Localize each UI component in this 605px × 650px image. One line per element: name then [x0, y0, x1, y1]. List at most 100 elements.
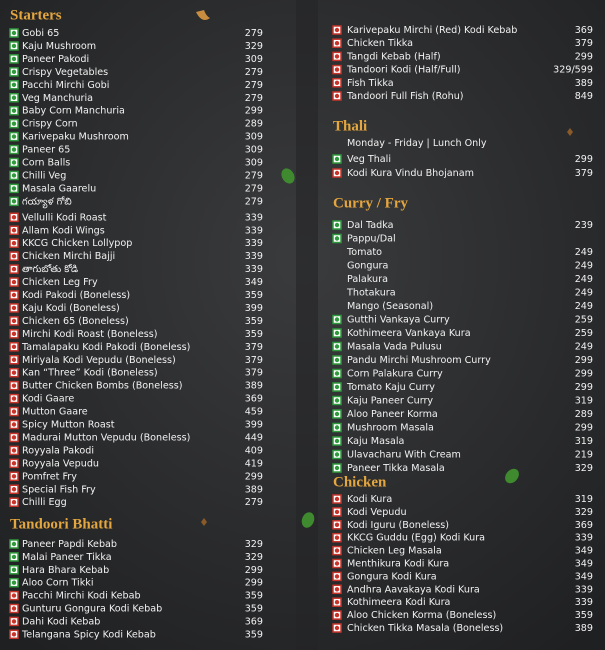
item-price: 309: [245, 158, 263, 169]
section-title: Curry / Fry: [333, 195, 408, 211]
diet-dot: [334, 465, 340, 471]
item-price: 849: [575, 91, 593, 102]
item-name: Tamalapaku Kodi Pakodi (Boneless): [21, 342, 190, 353]
item-name: KKCG Chicken Lollypop: [22, 238, 132, 249]
diet-dot: [334, 612, 340, 618]
diet-dot: [11, 396, 17, 401]
item-name: Mirchi Kodi Roast (Boneless): [22, 329, 158, 340]
item-price: 339: [245, 225, 263, 236]
item-name: Special Fish Fry: [22, 484, 96, 495]
diet-dot: [11, 199, 17, 204]
item-price: 359: [245, 290, 263, 301]
diet-dot: [11, 43, 17, 49]
item-price: 379: [575, 38, 593, 49]
item-name: Kaju Masala: [347, 436, 404, 447]
item-name: Paneer Papdi Kebab: [22, 539, 117, 550]
section-title: Thali: [333, 118, 367, 134]
item-name: Mushroom Masala: [347, 423, 434, 434]
item-name: Paneer 65: [22, 145, 70, 156]
diet-dot: [334, 509, 340, 515]
section-title: Chicken: [333, 474, 387, 490]
leaf-decoration: [301, 512, 315, 528]
diet-dot: [11, 121, 17, 126]
item-name: Pappu/Dal: [347, 234, 396, 245]
diet-dot: [334, 411, 340, 417]
item-price: 299: [575, 51, 593, 62]
item-price: 369: [245, 394, 263, 405]
item-name: Gongura: [347, 261, 388, 272]
item-price: 389: [245, 484, 263, 495]
item-price: 349: [575, 571, 593, 582]
item-price: 399: [245, 303, 263, 314]
item-price: 279: [245, 183, 263, 194]
item-price: 319: [575, 396, 593, 407]
item-name: Dal Tadka: [347, 220, 394, 231]
item-name: Tomato Kaju Curry: [346, 382, 435, 393]
diet-dot: [334, 41, 340, 46]
diet-dot: [11, 147, 17, 152]
diet-dot: [334, 452, 340, 457]
item-name: Ulavacharu With Cream: [347, 450, 461, 461]
diet-dot: [334, 170, 340, 176]
item-price: 259: [575, 315, 593, 326]
item-name: Kodi Kura: [347, 494, 392, 505]
item-price: 369: [575, 520, 593, 531]
item-price: 329: [245, 539, 263, 550]
item-price: 379: [245, 355, 263, 366]
diet-dot: [11, 383, 17, 388]
diet-dot: [334, 425, 340, 430]
item-name: Pomfret Fry: [22, 471, 77, 482]
diet-dot: [11, 632, 17, 637]
item-price: 359: [245, 329, 263, 340]
item-price: 299: [245, 106, 263, 117]
item-price: 309: [245, 132, 263, 143]
item-price: 389: [575, 623, 593, 634]
item-name: Tandoori Full Fish (Rohu): [346, 91, 464, 102]
item-price: 299: [575, 369, 593, 380]
item-name: Kodi Pakodi (Boneless): [22, 290, 130, 301]
diet-dot: [11, 69, 17, 75]
section-title: Starters: [10, 7, 62, 23]
diet-dot: [11, 580, 17, 585]
item-name: Kothimeera Kodi Kura: [347, 597, 450, 608]
item-price: 359: [245, 316, 263, 327]
diet-dot: [11, 500, 17, 505]
item-price: 279: [245, 67, 263, 78]
item-name: Vellulli Kodi Roast: [22, 212, 107, 223]
item-price: 289: [245, 119, 263, 130]
item-price: 349: [575, 546, 593, 557]
item-name: Chilli Egg: [22, 497, 67, 508]
item-price: 279: [245, 93, 263, 104]
item-name: Allam Kodi Wings: [22, 225, 105, 236]
diet-dot: [11, 253, 17, 259]
diet-dot: [334, 548, 340, 553]
diet-dot: [11, 448, 17, 453]
item-name: గయ్యాళ గోబి: [22, 195, 72, 208]
item-name: Chicken Leg Fry: [22, 277, 98, 288]
diet-dot: [334, 54, 340, 59]
diet-dot: [334, 67, 340, 72]
diet-dot: [334, 344, 340, 349]
item-name: Aloo Corn Tikki: [22, 578, 94, 589]
item-name: Tangdi Kebab (Half): [346, 51, 441, 62]
item-name: Aloo Chicken Korma (Boneless): [347, 610, 496, 621]
item-price: 249: [575, 288, 593, 299]
item-name: Pacchi Mirchi Gobi: [22, 80, 109, 91]
item-price: 329: [245, 552, 263, 563]
item-name: KKCG Guddu (Egg) Kodi Kura: [347, 533, 485, 544]
item-name: Crispy Vegetables: [22, 67, 108, 78]
diet-dot: [334, 80, 340, 86]
item-price: 219: [575, 450, 593, 461]
item-price: 359: [245, 591, 263, 602]
item-price: 349: [575, 559, 593, 570]
item-price: 389: [245, 381, 263, 392]
item-price: 359: [245, 629, 263, 640]
item-price: 339: [575, 584, 593, 595]
diet-dot: [11, 56, 17, 62]
item-price: 329: [575, 463, 593, 474]
item-name: Pacchi Mirchi Kodi Kebab: [22, 591, 141, 602]
diet-dot: [11, 541, 17, 547]
diet-dot: [334, 587, 340, 592]
diet-dot: [11, 82, 17, 88]
item-name: Karivepaku Mirchi (Red) Kodi Kebab: [347, 25, 517, 36]
